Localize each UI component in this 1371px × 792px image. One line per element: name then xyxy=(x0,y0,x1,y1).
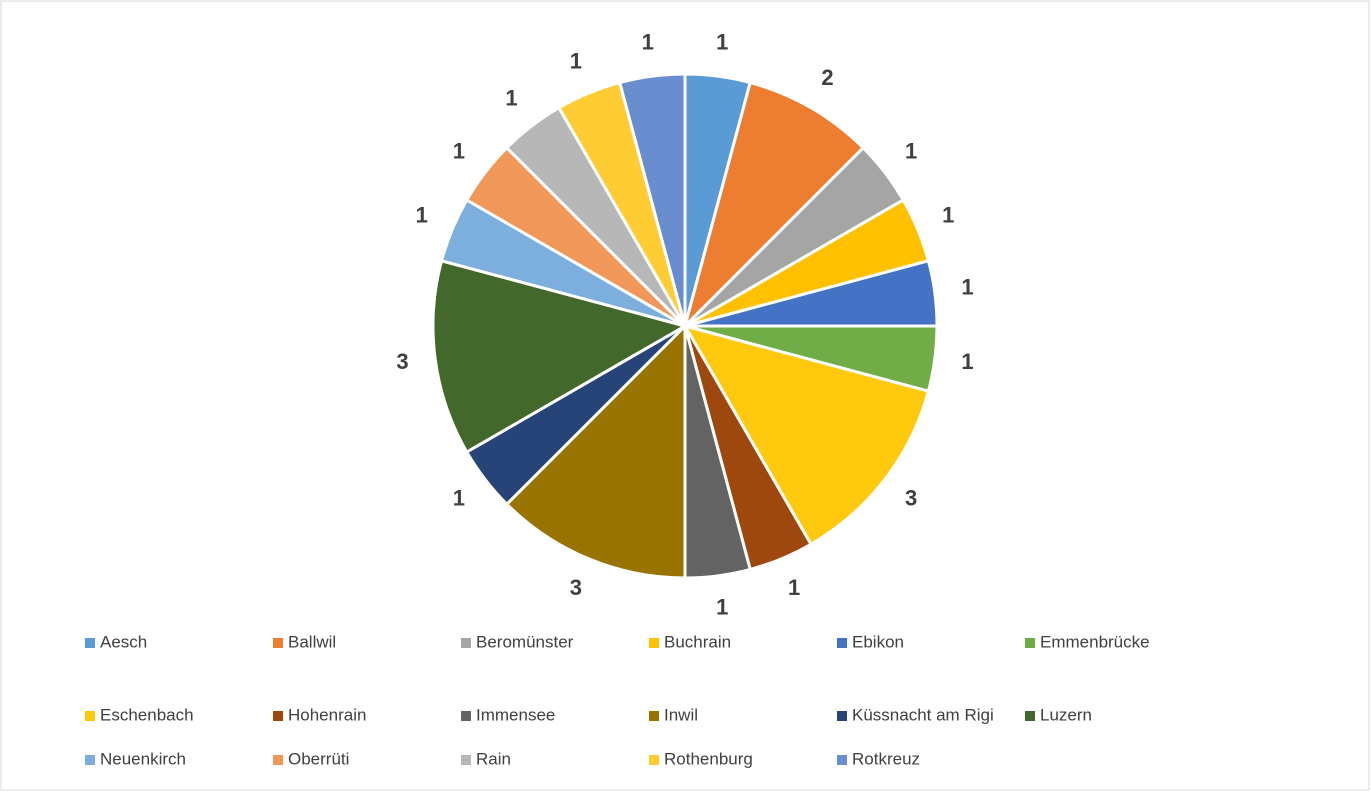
pie-slice xyxy=(617,72,687,327)
legend-label: Buchrain xyxy=(664,632,731,651)
data-label: 1 xyxy=(961,275,973,300)
legend-label: Küssnacht am Rigi xyxy=(852,705,994,724)
pie-slice xyxy=(504,322,687,580)
legend-label: Rothenburg xyxy=(664,749,753,768)
legend-label: Hohenrain xyxy=(288,705,366,724)
legend-marker xyxy=(273,755,283,765)
legend-marker xyxy=(649,711,659,721)
data-label: 1 xyxy=(505,86,517,111)
data-label: 1 xyxy=(453,485,465,510)
legend-label: Rain xyxy=(476,749,511,768)
legend-label: Oberrüti xyxy=(288,749,349,768)
legend-label: Rotkreuz xyxy=(852,749,920,768)
legend-label: Inwil xyxy=(664,705,698,724)
legend-label: Neuenkirch xyxy=(100,749,186,768)
legend-marker xyxy=(461,711,471,721)
legend-label: Beromünster xyxy=(476,632,574,651)
legend-marker xyxy=(1025,638,1035,648)
legend-label: Immensee xyxy=(476,705,555,724)
data-label: 3 xyxy=(396,349,408,374)
data-label: 1 xyxy=(961,349,973,374)
legend-marker xyxy=(85,638,95,648)
legend-label: Eschenbach xyxy=(100,705,194,724)
data-label: 1 xyxy=(416,203,428,228)
data-label: 1 xyxy=(788,575,800,600)
data-label: 2 xyxy=(821,65,833,90)
data-label: 3 xyxy=(905,485,917,510)
legend-label: Ebikon xyxy=(852,632,904,651)
pie-slice xyxy=(682,80,866,332)
data-label: 1 xyxy=(642,29,654,54)
pie-slice xyxy=(681,323,931,547)
legend-label: Emmenbrücke xyxy=(1040,632,1150,651)
legend-marker xyxy=(273,638,283,648)
legend-marker xyxy=(837,638,847,648)
data-label: 1 xyxy=(716,594,728,619)
legend-marker xyxy=(85,711,95,721)
legend-label: Ballwil xyxy=(288,632,336,651)
data-label: 1 xyxy=(905,138,917,163)
legend-label: Aesch xyxy=(100,632,147,651)
legend-marker xyxy=(461,638,471,648)
legend-marker xyxy=(649,755,659,765)
data-label: 1 xyxy=(570,49,582,74)
legend-label: Luzern xyxy=(1040,705,1092,724)
legend-marker xyxy=(461,755,471,765)
legend-marker xyxy=(273,711,283,721)
legend-marker xyxy=(837,755,847,765)
legend-marker xyxy=(85,755,95,765)
legend-marker xyxy=(837,711,847,721)
data-label: 3 xyxy=(570,575,582,600)
legend-marker xyxy=(649,638,659,648)
data-label: 1 xyxy=(716,29,728,54)
pie-slice xyxy=(431,258,689,455)
legend-marker xyxy=(1025,711,1035,721)
data-label: 1 xyxy=(942,203,954,228)
data-label: 1 xyxy=(453,138,465,163)
